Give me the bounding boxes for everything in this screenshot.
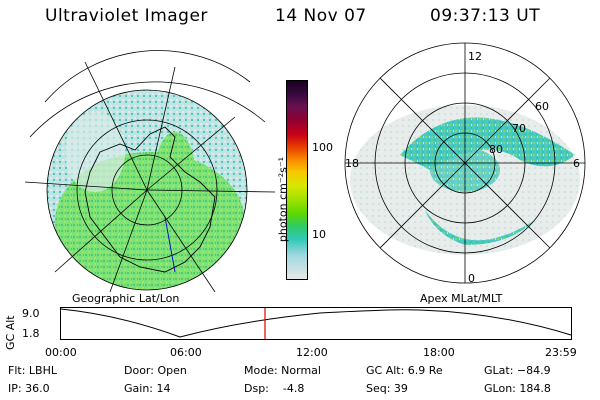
colorbar	[286, 80, 308, 280]
app-title: Ultraviolet Imager	[45, 6, 208, 26]
mode-info: Mode: Normal	[244, 364, 321, 377]
mlt-label-6: 6	[573, 157, 580, 170]
ip-info: IP: 36.0	[8, 382, 50, 395]
door-info: Door: Open	[124, 364, 187, 377]
glat-info: GLat: −84.9	[484, 364, 551, 377]
altitude-ylabel: GC Alt	[4, 315, 17, 350]
apex-polar-plot: 12 18 6 0 60 70 80	[344, 42, 586, 285]
colorbar-tick-10: 10	[312, 228, 326, 241]
mlt-label-18: 18	[345, 157, 359, 170]
mlt-label-0: 0	[468, 272, 475, 285]
time-label: 09:37:13 UT	[430, 6, 541, 26]
altitude-curve	[60, 308, 572, 338]
continent-outline	[84, 126, 216, 273]
mlat-label-60: 60	[535, 100, 549, 113]
map-horizon	[46, 89, 248, 291]
gcalt-info: GC Alt: 6.9 Re	[366, 364, 443, 377]
colorbar-label: photon cm⁻²s⁻¹	[276, 156, 290, 243]
geographic-label: Geographic Lat/Lon	[72, 292, 180, 305]
date-label: 14 Nov 07	[275, 6, 367, 26]
apex-label: Apex MLat/MLT	[420, 292, 503, 305]
altitude-plot	[60, 307, 572, 340]
xtick-1800: 18:00	[423, 346, 455, 359]
xtick-1200: 12:00	[296, 346, 328, 359]
mlat-label-80: 80	[489, 143, 503, 156]
altitude-ytick-high: 9.0	[22, 307, 40, 320]
mlt-label-12: 12	[468, 50, 482, 63]
xtick-2359: 23:59	[545, 346, 577, 359]
seq-info: Seq: 39	[366, 382, 408, 395]
altitude-ytick-low: 1.8	[22, 327, 40, 340]
geographic-map	[25, 50, 276, 292]
colorbar-tick-100: 100	[312, 141, 333, 154]
dsp-info: Dsp: -4.8	[244, 382, 305, 395]
glon-info: GLon: 184.8	[484, 382, 551, 395]
filter-info: Flt: LBHL	[8, 364, 57, 377]
mlat-label-70: 70	[512, 122, 526, 135]
xtick-0600: 06:00	[170, 346, 202, 359]
gain-info: Gain: 14	[124, 382, 171, 395]
xtick-0000: 00:00	[45, 346, 77, 359]
